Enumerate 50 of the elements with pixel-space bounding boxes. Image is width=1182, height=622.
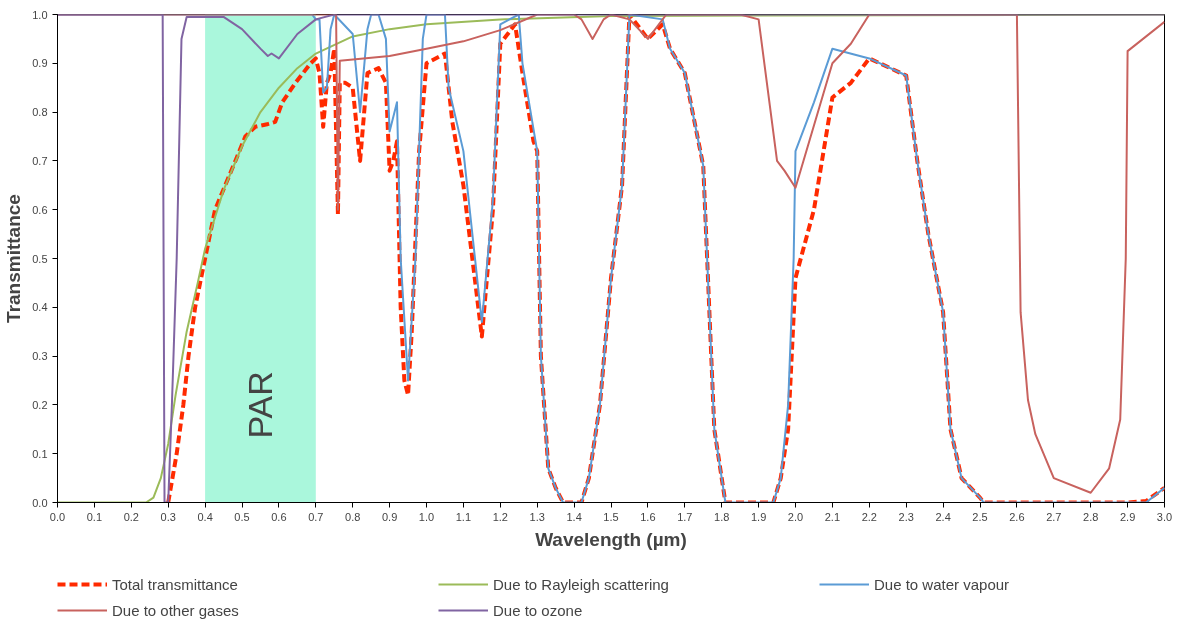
x-tick-label: 1.1	[455, 510, 472, 523]
x-tick-label: 0.8	[345, 510, 361, 523]
x-tick-label: 2.9	[1119, 510, 1136, 523]
y-tick-label: 0.8	[32, 106, 48, 119]
x-tick-label: 0.9	[381, 510, 398, 523]
x-tick-label: 3.0	[1156, 510, 1173, 523]
y-tick-label: 1.0	[32, 8, 48, 21]
x-tick-label: 2.0	[787, 510, 804, 523]
x-tick-label: 2.6	[1009, 510, 1025, 523]
x-tick-label: 0.6	[271, 510, 287, 523]
x-tick-label: 1.5	[603, 510, 619, 523]
x-tick-label: 1.7	[677, 510, 693, 523]
x-tick-label: 0.3	[160, 510, 176, 523]
x-tick-label: 2.7	[1046, 510, 1062, 523]
y-tick-label: 0.5	[32, 252, 48, 265]
y-tick-label: 0.0	[32, 496, 48, 509]
x-tick-label: 2.8	[1083, 510, 1099, 523]
y-tick-label: 0.6	[32, 203, 48, 216]
x-axis-title: Wavelength (µm)	[535, 528, 687, 550]
x-tick-label: 2.2	[861, 510, 877, 523]
x-tick-label: 1.2	[492, 510, 508, 523]
x-tick-label: 2.5	[972, 510, 988, 523]
x-tick-label: 1.6	[640, 510, 656, 523]
legend-label: Due to Rayleigh scattering	[493, 575, 670, 593]
x-tick-label: 1.8	[714, 510, 730, 523]
legend-label: Due to other gases	[112, 601, 240, 619]
x-tick-label: 0.2	[123, 510, 139, 523]
legend-label: Due to water vapour	[874, 575, 1011, 593]
x-tick-label: 1.0	[418, 510, 435, 523]
y-tick-label: 0.7	[32, 154, 48, 167]
x-tick-label: 0.1	[86, 510, 103, 523]
band-label: PAR	[241, 371, 280, 439]
legend-label: Due to ozone	[493, 601, 584, 619]
x-tick-label: 0.7	[308, 510, 324, 523]
x-tick-label: 2.3	[898, 510, 914, 523]
x-tick-label: 0.0	[49, 510, 66, 523]
x-tick-label: 2.1	[824, 510, 841, 523]
x-tick-label: 0.4	[197, 510, 213, 523]
x-tick-label: 1.3	[529, 510, 545, 523]
y-tick-label: 0.2	[32, 398, 48, 411]
y-tick-label: 0.1	[32, 447, 48, 460]
x-tick-label: 2.4	[935, 510, 951, 523]
y-tick-label: 0.3	[32, 350, 48, 363]
y-tick-label: 0.9	[32, 57, 48, 70]
x-tick-label: 0.5	[234, 510, 250, 523]
x-tick-label: 1.9	[750, 510, 767, 523]
y-tick-label: 0.4	[32, 301, 48, 314]
y-axis-title: Transmittance	[3, 194, 25, 323]
x-tick-label: 1.4	[566, 510, 582, 523]
legend-label: Total transmittance	[112, 575, 239, 593]
